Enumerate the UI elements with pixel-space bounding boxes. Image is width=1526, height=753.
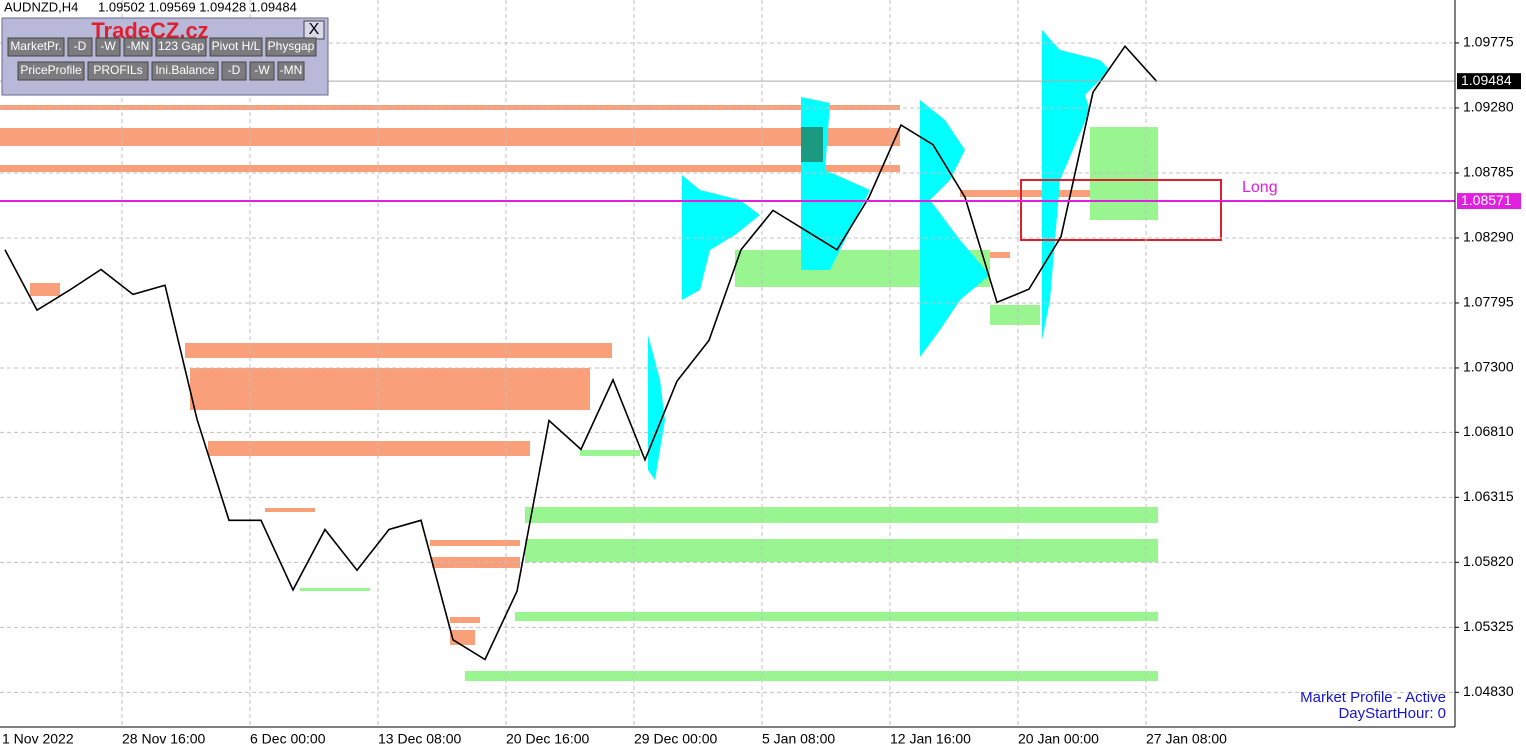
y-tick-label: 1.08785 <box>1463 164 1514 180</box>
button-label[interactable]: PriceProfile <box>20 63 82 77</box>
x-tick-label: 29 Dec 00:00 <box>634 731 717 747</box>
button-label[interactable]: -W <box>100 39 116 53</box>
panel-button[interactable]: Ini.Balance <box>151 61 219 81</box>
ohlc: 1.09502 1.09569 1.09428 1.09484 <box>98 0 297 14</box>
status-line: DayStartHour: 0 <box>1338 705 1446 722</box>
button-label[interactable]: Pivot H/L <box>212 39 261 53</box>
button-face[interactable] <box>7 37 65 57</box>
x-tick-label: 20 Jan 00:00 <box>1018 731 1099 747</box>
button-face[interactable] <box>67 37 93 57</box>
current-price-box <box>1457 73 1521 90</box>
annotation: Long <box>1242 179 1278 196</box>
level-box <box>1457 193 1521 210</box>
button-face[interactable] <box>209 37 263 57</box>
y-tick-label: 1.09775 <box>1463 34 1514 50</box>
panel-button[interactable]: -MN <box>277 61 305 81</box>
panel-button[interactable]: PriceProfile <box>17 61 85 81</box>
button-face[interactable] <box>155 37 207 57</box>
y-tick-label: 1.05820 <box>1463 553 1514 569</box>
button-face[interactable] <box>87 61 149 81</box>
button-label[interactable]: MarketPr. <box>10 39 61 53</box>
button-face[interactable] <box>277 61 305 81</box>
y-tick-label: 1.06810 <box>1463 423 1514 439</box>
button-face[interactable] <box>95 37 121 57</box>
button-face[interactable] <box>265 37 317 57</box>
panel-button[interactable]: -D <box>221 61 247 81</box>
panel-button[interactable]: -W <box>95 37 121 57</box>
current-price-label: 1.09484 <box>1461 72 1512 88</box>
panel-button[interactable]: 123 Gap <box>155 37 207 57</box>
y-tick-label: 1.07300 <box>1463 359 1514 375</box>
button-face[interactable] <box>123 37 153 57</box>
tool-panel: TradeCZ.cz X MarketPr. -D -W -MN 123 Gap Pivo… <box>1 17 329 96</box>
button-label[interactable]: -MN <box>280 63 303 77</box>
close-label[interactable]: X <box>309 21 320 38</box>
x-tick-label: 20 Dec 16:00 <box>506 731 589 747</box>
long-box <box>1020 179 1222 241</box>
button-label[interactable]: -MN <box>127 39 150 53</box>
y-tick-label: 1.06315 <box>1463 488 1514 504</box>
button-label[interactable]: -W <box>254 63 270 77</box>
button-label[interactable]: Physgap <box>268 39 315 53</box>
panel-button[interactable]: -D <box>67 37 93 57</box>
x-tick-label: 12 Jan 16:00 <box>890 731 971 747</box>
x-tick-label: 1 Nov 2022 <box>2 731 74 747</box>
y-tick-label: 1.07795 <box>1463 294 1514 310</box>
panel-button[interactable]: -W <box>249 61 275 81</box>
x-tick-label: 13 Dec 08:00 <box>378 731 461 747</box>
button-label[interactable]: PROFILs <box>93 63 142 77</box>
x-tick-label: 28 Nov 16:00 <box>122 731 205 747</box>
panel-button[interactable]: PROFILs <box>87 61 149 81</box>
panel-button[interactable]: -MN <box>123 37 153 57</box>
status-line: Market Profile - Active <box>1300 689 1446 706</box>
symbol: AUDNZD,H4 <box>4 0 78 14</box>
x-tick-label: 6 Dec 00:00 <box>250 731 326 747</box>
panel-button[interactable]: Pivot H/L <box>209 37 263 57</box>
level-label: 1.08571 <box>1461 192 1512 208</box>
price-line <box>4 44 1158 661</box>
panel-button[interactable]: MarketPr. <box>7 37 65 57</box>
y-tick-label: 1.05325 <box>1463 618 1514 634</box>
resistance-zones <box>0 105 1090 645</box>
x-tick-label: 5 Jan 08:00 <box>762 731 835 747</box>
button-face[interactable] <box>249 61 275 81</box>
button-face[interactable] <box>17 61 85 81</box>
close-button[interactable]: X <box>303 20 325 40</box>
button-face[interactable] <box>221 61 247 81</box>
y-tick-label: 1.09280 <box>1463 99 1514 115</box>
panel-button[interactable]: Physgap <box>265 37 317 57</box>
button-label[interactable]: 123 Gap <box>158 39 204 53</box>
y-tick-label: 1.04830 <box>1463 683 1514 699</box>
button-label[interactable]: -D <box>228 63 241 77</box>
y-tick-label: 1.08290 <box>1463 229 1514 245</box>
button-face[interactable] <box>151 61 219 81</box>
button-label[interactable]: Ini.Balance <box>155 63 215 77</box>
x-tick-label: 27 Jan 08:00 <box>1146 731 1227 747</box>
value-area <box>801 127 823 162</box>
button-label[interactable]: -D <box>74 39 87 53</box>
